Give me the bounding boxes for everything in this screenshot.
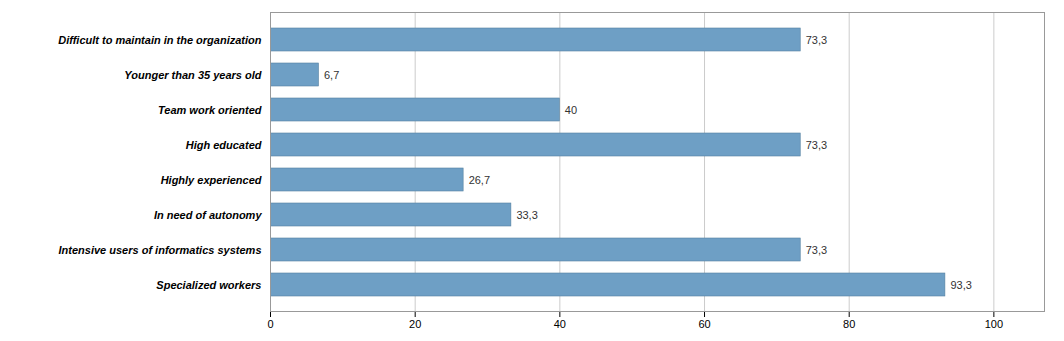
svg-text:100: 100 [985,318,1003,330]
svg-text:Specialized workers: Specialized workers [156,279,261,291]
svg-text:33,3: 33,3 [516,209,537,221]
svg-text:20: 20 [409,318,421,330]
svg-text:60: 60 [698,318,710,330]
svg-text:Difficult to maintain in the o: Difficult to maintain in the organizatio… [58,34,262,46]
svg-text:93,3: 93,3 [950,279,971,291]
svg-text:Intensive users of informatics: Intensive users of informatics systems [59,244,262,256]
svg-text:26,7: 26,7 [469,174,490,186]
svg-text:40: 40 [554,318,566,330]
svg-text:Younger than 35 years old: Younger than 35 years old [124,69,261,81]
svg-text:In need of autonomy: In need of autonomy [154,209,262,221]
svg-text:73,3: 73,3 [806,244,827,256]
svg-text:Team work oriented: Team work oriented [158,104,262,116]
svg-text:6,7: 6,7 [324,69,339,81]
svg-text:High educated: High educated [186,139,262,151]
svg-text:0: 0 [267,318,273,330]
svg-text:40: 40 [565,104,577,116]
svg-text:80: 80 [843,318,855,330]
svg-text:73,3: 73,3 [806,34,827,46]
svg-text:73,3: 73,3 [806,139,827,151]
svg-text:Highly experienced: Highly experienced [161,174,262,186]
